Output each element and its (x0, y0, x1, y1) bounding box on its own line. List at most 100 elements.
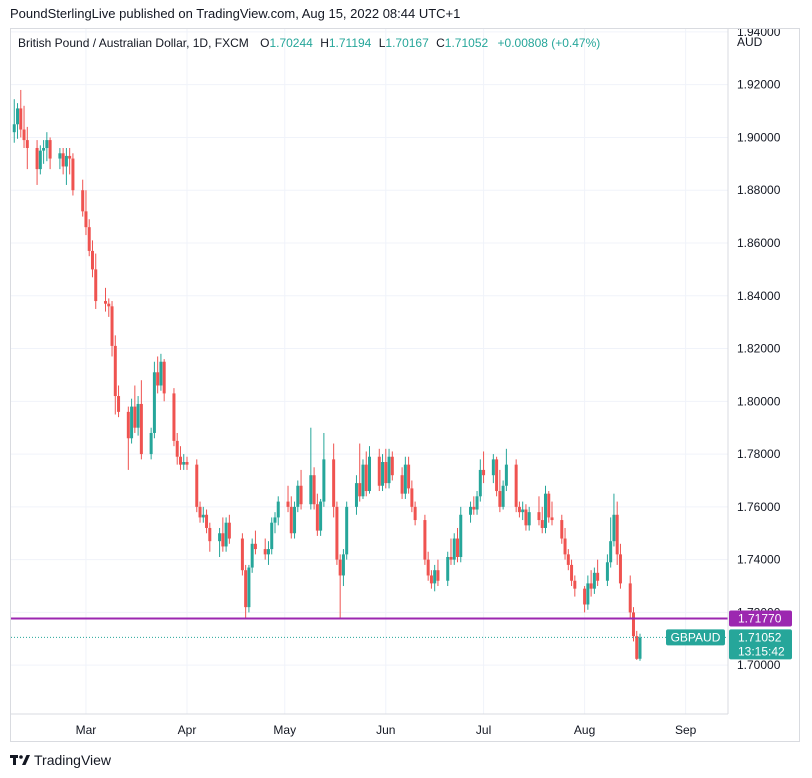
candle-body (429, 575, 433, 584)
candle-body (635, 636, 639, 659)
candle-body (609, 541, 613, 563)
candle-body (175, 440, 179, 457)
candle-body (338, 559, 342, 576)
candle-body (469, 506, 473, 515)
overlay-lines (11, 617, 728, 638)
candle-body (566, 554, 570, 565)
candle-body (615, 514, 619, 555)
candle-body (521, 509, 525, 513)
candle-body (583, 588, 587, 605)
candle-body (201, 514, 205, 518)
candle-body (247, 567, 251, 608)
legend-low-value: 1.70167 (385, 36, 429, 50)
y-tick-label: 1.74000 (737, 553, 781, 567)
candle-body (270, 522, 274, 550)
candle-body (527, 512, 531, 526)
candle-body (149, 432, 153, 455)
x-tick-label: Aug (574, 723, 595, 737)
legend-close-label: C (436, 36, 445, 50)
candle-body (266, 549, 270, 555)
candlestick-series (12, 89, 642, 661)
candle-body (208, 527, 212, 542)
candle-body (227, 522, 231, 539)
candle-body (19, 108, 23, 130)
x-tick-label: Sep (675, 723, 697, 737)
candle-body (345, 506, 349, 555)
publisher-credit: PoundSterlingLive published on TradingVi… (10, 6, 461, 21)
candle-body (61, 153, 65, 167)
candle-body (273, 517, 277, 523)
candle-body (58, 153, 62, 159)
y-tick-label: 1.80000 (737, 394, 781, 408)
x-tick-label: Jul (476, 723, 491, 737)
candle-body (618, 554, 622, 584)
candle-body (592, 572, 596, 589)
candle-body (198, 506, 202, 518)
candle-body (107, 303, 111, 307)
candle-body (377, 456, 381, 486)
candle-body (240, 538, 244, 571)
grid-lines (11, 29, 728, 714)
candle-body (472, 506, 476, 510)
candle-body (560, 520, 564, 539)
candle-body (426, 559, 430, 576)
candle-body (455, 538, 459, 557)
footer[interactable]: TradingView (10, 752, 111, 768)
candle-body (162, 361, 166, 394)
legend-change: +0.00808 (+0.47%) (498, 36, 601, 50)
level-price-badge (729, 610, 792, 627)
candle-body (514, 464, 518, 507)
last-price-badge (729, 629, 792, 660)
y-tick-label: 1.70000 (737, 658, 781, 672)
candle-body (221, 533, 225, 547)
legend-high-value: 1.71194 (329, 36, 372, 50)
candle-body (68, 155, 72, 159)
candle-body (381, 462, 385, 486)
candle-body (296, 485, 300, 507)
candle-body (501, 485, 505, 507)
candle-body (436, 570, 440, 581)
last-price-text: 1.71052 (738, 630, 782, 644)
candle-body (110, 306, 114, 346)
candle-body (185, 462, 189, 465)
candle-body (253, 543, 257, 550)
candle-body (612, 514, 616, 542)
candle-body (205, 514, 209, 528)
candle-body (403, 464, 407, 494)
candle-body (452, 538, 456, 560)
candle-body (48, 140, 52, 159)
candle-body (45, 140, 49, 149)
candle-body (152, 372, 156, 433)
candle-body (491, 459, 495, 476)
candle-body (315, 504, 319, 531)
y-tick-label: 1.90000 (737, 130, 781, 144)
candle-body (64, 155, 68, 167)
candle-body (25, 140, 29, 149)
candle-body (517, 506, 521, 513)
candle-body (81, 190, 85, 212)
candle-body (319, 501, 323, 531)
y-tick-label: 1.94000 (737, 25, 781, 39)
candle-body (84, 211, 88, 228)
candle-body (524, 509, 528, 526)
legend-close-value: 1.71052 (445, 36, 489, 50)
candle-body (364, 464, 368, 492)
chart-frame (10, 28, 800, 742)
symbol-tag-text: GBPAUD (671, 630, 721, 644)
x-tick-label: Apr (178, 723, 197, 737)
chart-legend: British Pound / Australian Dollar, 1D, F… (18, 36, 600, 50)
candle-body (309, 475, 313, 505)
tradingview-logo-icon (10, 755, 30, 765)
candle-body (113, 345, 117, 397)
candle-body (293, 506, 297, 534)
y-tick-label: 1.76000 (737, 500, 781, 514)
candle-body (540, 520, 544, 528)
candle-body (586, 583, 590, 605)
candle-body (332, 459, 336, 507)
candle-body (537, 512, 541, 521)
candle-body (368, 456, 371, 492)
candle-body (638, 637, 642, 659)
candle-body (410, 488, 414, 507)
